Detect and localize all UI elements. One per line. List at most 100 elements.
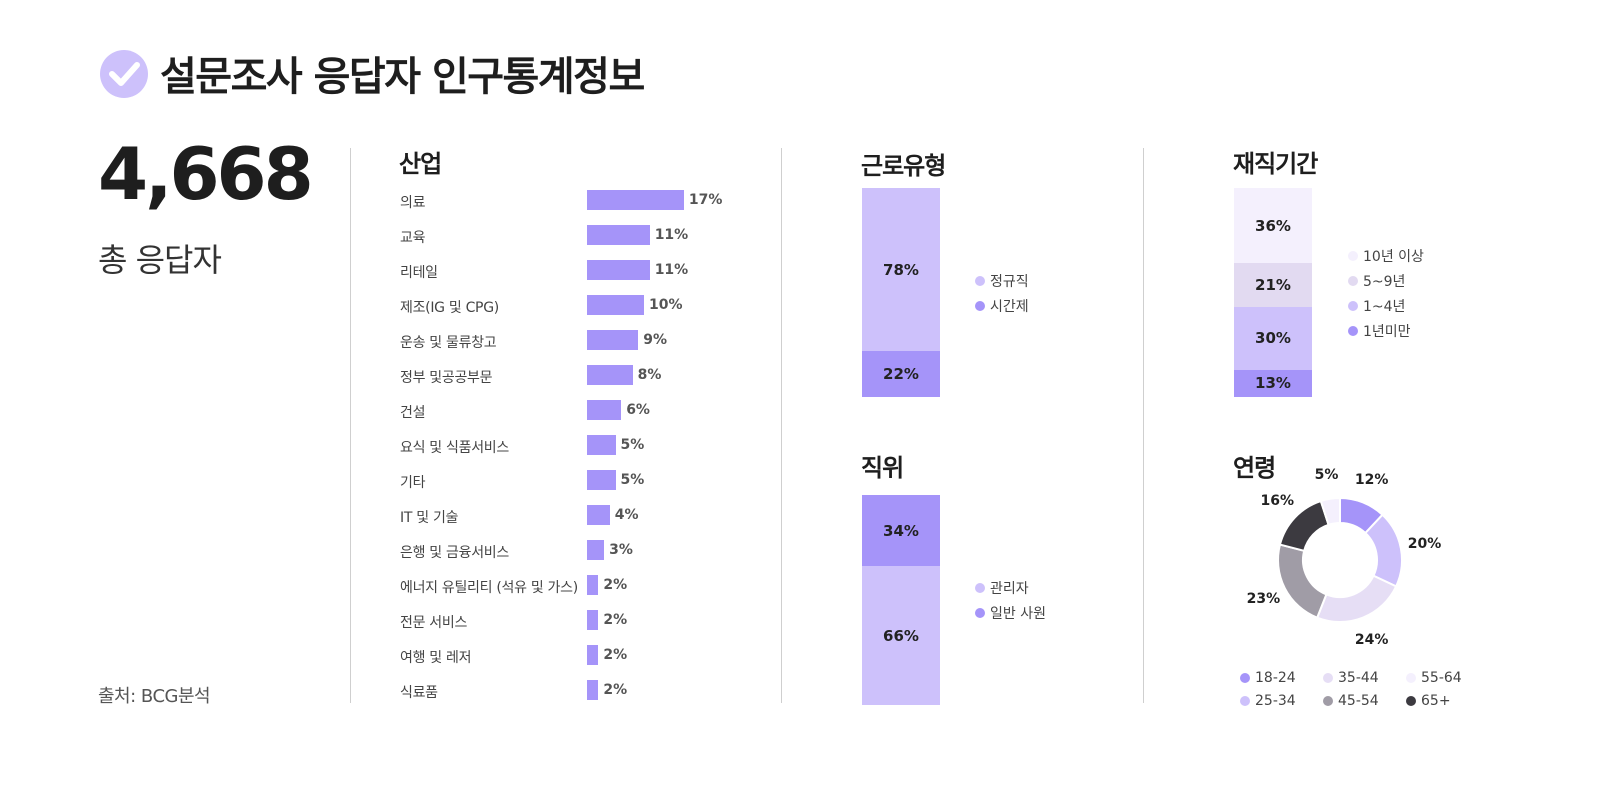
legend-label: 35-44: [1338, 670, 1379, 686]
stacked-segment: 22%: [862, 351, 940, 397]
legend-item: 45-54: [1323, 693, 1379, 709]
donut-slice: [1277, 543, 1328, 619]
bar-category-label: 리테일: [400, 265, 438, 281]
bar-value-label: 2%: [603, 577, 628, 593]
source-note: 출처: BCG분석: [98, 686, 211, 707]
bar-category-label: 기타: [400, 475, 426, 491]
legend-item: 시간제: [975, 296, 1029, 316]
legend-swatch: [975, 608, 985, 618]
segment-value-label: 66%: [883, 626, 919, 645]
slice-value-label: 5%: [1314, 467, 1339, 484]
stacked-segment: 36%: [1234, 188, 1312, 264]
legend-swatch: [1348, 251, 1358, 261]
segment-value-label: 34%: [883, 521, 919, 540]
age-donut-chart: [1277, 496, 1403, 623]
legend-swatch: [1348, 301, 1358, 311]
legend-swatch: [1406, 673, 1416, 683]
bar: [587, 645, 599, 665]
bar: [587, 400, 622, 420]
bar: [587, 610, 599, 630]
legend-item: 10년 이상: [1348, 246, 1424, 266]
bar: [587, 575, 599, 595]
legend-swatch: [1240, 696, 1250, 706]
slice-value-label: 12%: [1354, 472, 1389, 489]
legend-swatch: [1348, 326, 1358, 336]
bar-category-label: 제조(IG 및 CPG): [400, 300, 499, 316]
bar-category-label: 전문 서비스: [400, 615, 468, 631]
slice-value-label: 20%: [1407, 535, 1442, 552]
divider: [350, 148, 351, 703]
bar-category-label: IT 및 기술: [400, 510, 459, 526]
bar-category-label: 식료품: [400, 685, 438, 701]
stacked-segment: 30%: [1234, 307, 1312, 370]
bar-value-label: 2%: [603, 647, 628, 663]
legend-swatch: [1323, 673, 1333, 683]
legend-item: 관리자: [975, 578, 1029, 598]
position-title: 직위: [861, 454, 904, 482]
legend-item: 1년미만: [1348, 321, 1411, 341]
legend-label: 25-34: [1255, 693, 1296, 709]
bar-value-label: 11%: [654, 262, 689, 278]
legend-swatch: [1240, 673, 1250, 683]
stacked-segment: 34%: [862, 495, 940, 567]
legend-swatch: [975, 276, 985, 286]
bar-value-label: 2%: [603, 612, 628, 628]
donut-slice: [1319, 496, 1341, 527]
bar: [587, 680, 599, 700]
divider: [1143, 148, 1144, 703]
legend-label: 정규직: [990, 274, 1029, 290]
legend-label: 5~9년: [1363, 274, 1406, 290]
legend-item: 1~4년: [1348, 296, 1405, 316]
legend-swatch: [975, 583, 985, 593]
legend-item: 5~9년: [1348, 271, 1405, 291]
bar-category-label: 에너지 유틸리티 (석유 및 가스): [400, 580, 578, 596]
bar-category-label: 운송 및 물류창고: [400, 335, 497, 351]
divider: [781, 148, 782, 703]
legend-item: 18-24: [1240, 670, 1296, 686]
donut-slice: [1315, 574, 1398, 623]
bar-category-label: 정부 및공공부문: [400, 370, 493, 386]
total-respondents-value: 4,668: [98, 132, 314, 216]
stacked-segment: 78%: [862, 188, 940, 352]
legend-swatch: [1406, 696, 1416, 706]
legend-label: 1~4년: [1363, 299, 1406, 315]
bar-value-label: 9%: [643, 332, 668, 348]
slice-value-label: 16%: [1260, 493, 1295, 510]
bar: [587, 225, 650, 245]
bar-value-label: 2%: [603, 682, 628, 698]
industry-title: 산업: [399, 150, 442, 178]
legend-label: 일반 사원: [990, 606, 1046, 622]
legend-label: 관리자: [990, 581, 1029, 597]
bar: [587, 365, 633, 385]
bar: [587, 470, 616, 490]
legend-label: 시간제: [990, 299, 1029, 315]
legend-swatch: [1348, 276, 1358, 286]
legend-item: 일반 사원: [975, 603, 1046, 623]
segment-value-label: 78%: [883, 260, 919, 279]
segment-value-label: 21%: [1255, 276, 1291, 295]
legend-swatch: [975, 301, 985, 311]
bar-value-label: 6%: [626, 402, 650, 418]
bar-category-label: 여행 및 레저: [400, 650, 472, 666]
tenure-title: 재직기간: [1233, 150, 1318, 178]
bar-value-label: 4%: [614, 507, 639, 523]
bar: [587, 190, 684, 210]
legend-label: 55-64: [1421, 670, 1462, 686]
segment-value-label: 36%: [1255, 216, 1291, 235]
bar-value-label: 17%: [688, 192, 723, 208]
employment-type-title: 근로유형: [861, 152, 946, 180]
stacked-segment: 66%: [862, 566, 940, 705]
bar-category-label: 의료: [400, 195, 426, 211]
bar-value-label: 11%: [654, 227, 689, 243]
bar-value-label: 10%: [649, 297, 683, 313]
stacked-segment: 21%: [1234, 263, 1312, 308]
bar-category-label: 건설: [400, 405, 426, 421]
stacked-segment: 13%: [1234, 369, 1312, 397]
bar-value-label: 5%: [620, 437, 645, 453]
legend-item: 65+: [1406, 693, 1451, 709]
bar: [587, 540, 605, 560]
segment-value-label: 13%: [1255, 374, 1291, 393]
legend-label: 45-54: [1338, 693, 1379, 709]
segment-value-label: 30%: [1255, 329, 1291, 348]
legend-item: 55-64: [1406, 670, 1462, 686]
